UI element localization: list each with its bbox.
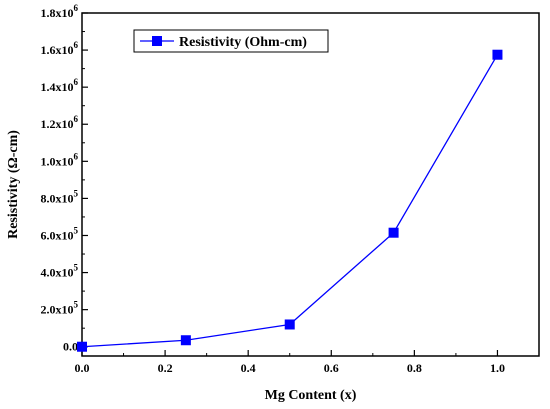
- y-tick-label: 6.0x105: [41, 225, 79, 242]
- legend: Resistivity (Ohm-cm): [133, 29, 329, 53]
- x-tick-label: 1.0: [490, 361, 505, 375]
- y-tick-label: 1.8x106: [41, 3, 79, 20]
- y-tick-label: 0.0: [63, 340, 78, 354]
- y-tick-label: 1.4x106: [41, 77, 79, 94]
- series-line: [81, 54, 499, 348]
- data-point: [388, 227, 399, 238]
- y-tick-label: 8.0x105: [41, 188, 79, 205]
- legend-marker: [152, 36, 162, 46]
- y-axis-title: Resistivity (Ω-cm): [6, 130, 21, 239]
- y-tick-label: 1.0x106: [41, 151, 79, 168]
- data-point: [180, 335, 191, 346]
- legend-box: [133, 29, 329, 53]
- plot-area: 0.0 0.2 0.4 0.6 0.8 1.0 0.0 2.0x105 4.0x105 6.0x1…: [41, 3, 540, 375]
- y-tick-label: 4.0x105: [41, 263, 79, 280]
- x-tick-label: 0.2: [158, 361, 173, 375]
- x-axis-title: Mg Content (x): [265, 388, 357, 403]
- x-tick-label: 0.4: [241, 361, 256, 375]
- data-point: [284, 319, 295, 330]
- y-tick-label: 1.6x106: [41, 40, 79, 57]
- y-tick-label: 2.0x105: [41, 300, 79, 317]
- y-tick-label: 1.2x106: [41, 114, 79, 131]
- x-tick-label: 0.6: [324, 361, 339, 375]
- data-point: [492, 49, 503, 60]
- plot-frame: [81, 12, 540, 357]
- x-tick-label: 0.0: [75, 361, 90, 375]
- data-point: [77, 341, 87, 352]
- x-tick-label: 0.8: [407, 361, 422, 375]
- legend-label: Resistivity (Ohm-cm): [179, 35, 307, 50]
